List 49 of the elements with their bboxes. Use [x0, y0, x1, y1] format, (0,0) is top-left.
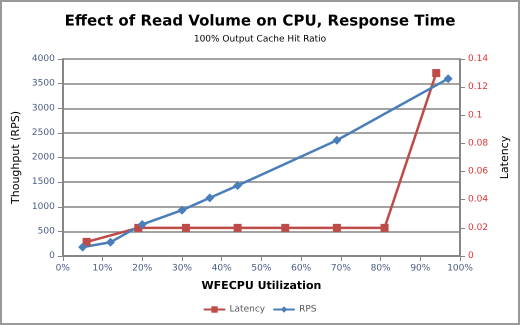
- y-tick-label: 0: [49, 251, 56, 261]
- y2-tick-label: 0.12: [468, 82, 488, 92]
- x-tick-label: 80%: [370, 264, 392, 274]
- x-tick-label: 90%: [410, 264, 431, 274]
- chart-title: Effect of Read Volume on CPU, Response Time: [64, 12, 456, 30]
- x-tick-label: 0%: [56, 264, 70, 274]
- y-axis-title: Thoughput (RPS): [9, 111, 22, 205]
- y2-tick-label: 0.1: [468, 110, 482, 120]
- point: [380, 224, 389, 232]
- point: [233, 181, 242, 190]
- x-tick-label: 30%: [172, 264, 192, 274]
- y-tick-label: 500: [38, 226, 56, 236]
- y2-tick-label: 0.04: [468, 194, 488, 205]
- point: [332, 136, 342, 145]
- y2-tick-label: 0.06: [468, 166, 488, 177]
- y-tick-label: 3000: [32, 103, 56, 114]
- x-tick-label: 100%: [447, 264, 474, 274]
- point: [138, 220, 147, 229]
- legend-label: RPS: [299, 304, 317, 314]
- point: [444, 74, 453, 84]
- y-tick-label: 1000: [32, 202, 56, 212]
- x-tick-label: 70%: [330, 264, 352, 274]
- point: [332, 224, 341, 232]
- x-tick-label: 10%: [92, 264, 113, 274]
- y2-tick-label: 0.08: [468, 138, 488, 148]
- point: [205, 193, 214, 202]
- y-tick-label: 1500: [32, 177, 56, 188]
- y2-tick-label: 0: [468, 251, 474, 261]
- y-tick-label: 4000: [32, 54, 56, 64]
- x-tick-label: 60%: [291, 264, 312, 274]
- point: [234, 224, 242, 232]
- y-tick-label: 2500: [32, 128, 56, 138]
- x-tick-label: 40%: [212, 264, 232, 274]
- y-tick-label: 3500: [32, 78, 56, 89]
- point: [177, 206, 186, 215]
- y2-tick-label: 0.14: [468, 54, 488, 64]
- x-axis-title: WFECPU Utilization: [202, 279, 322, 292]
- x-tick-label: 50%: [251, 264, 272, 274]
- chart-subtitle: 100% Output Cache Hit Ratio: [194, 34, 327, 44]
- point: [432, 69, 440, 78]
- point: [281, 224, 290, 232]
- y-tick-label: 2000: [32, 152, 56, 162]
- legend-label: Latency: [230, 304, 266, 314]
- point: [106, 238, 115, 247]
- x-tick-label: 20%: [132, 264, 153, 274]
- point: [78, 242, 88, 252]
- y2-tick-label: 0.02: [468, 222, 488, 233]
- point: [182, 224, 190, 232]
- y2-axis-title: Latency: [498, 135, 511, 180]
